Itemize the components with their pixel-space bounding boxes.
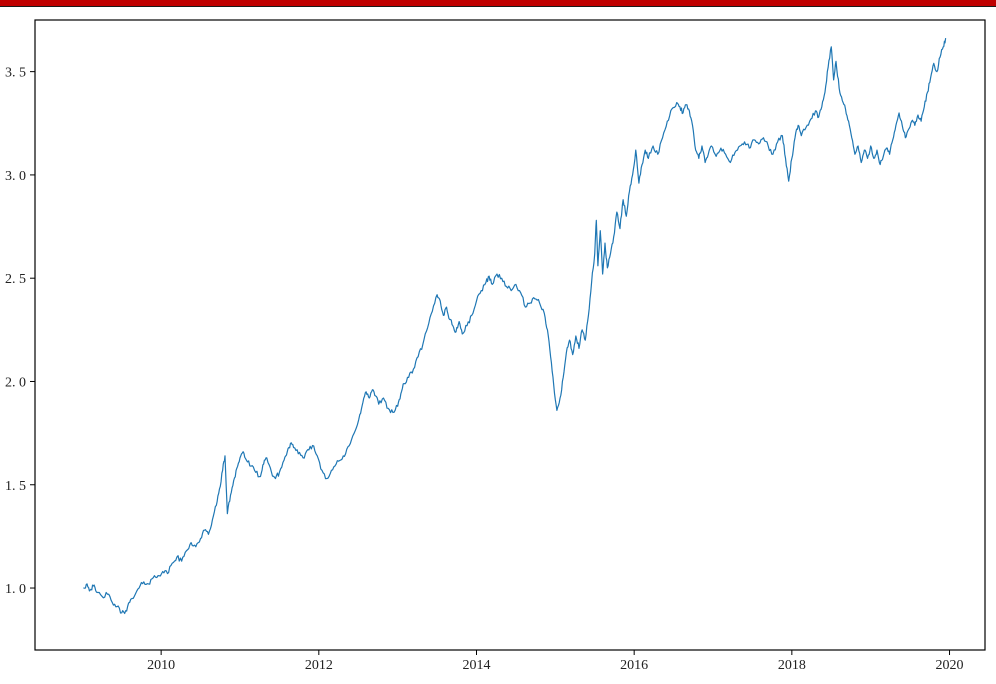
x-tick-label: 2012	[305, 658, 333, 673]
top-red-bar	[0, 0, 996, 7]
y-tick-label: 3. 5	[5, 66, 26, 81]
series-line	[83, 37, 947, 615]
plot-border	[34, 19, 986, 651]
x-tick-label: 2016	[620, 658, 648, 673]
y-tick-label: 1. 5	[5, 479, 26, 494]
x-tick-label: 2020	[936, 658, 964, 673]
y-tick-label: 3. 0	[5, 169, 26, 184]
y-tick-label: 1. 0	[5, 582, 26, 597]
x-tick-label: 2018	[778, 658, 806, 673]
x-tick-label: 2014	[462, 658, 490, 673]
y-tick-label: 2. 5	[5, 272, 26, 287]
y-tick-label: 2. 0	[5, 375, 26, 390]
x-tick-label: 2010	[147, 658, 175, 673]
